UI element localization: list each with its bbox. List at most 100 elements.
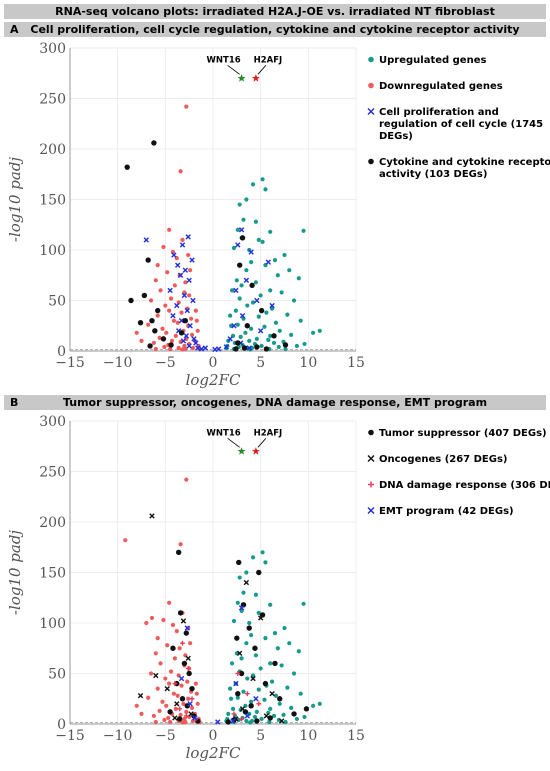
series-emt: [178, 605, 259, 725]
data-point: [139, 711, 144, 716]
data-point: [311, 330, 316, 335]
data-point: [250, 555, 256, 560]
data-point: [177, 706, 183, 712]
data-point: [262, 697, 267, 702]
y-axis-label: -log10 padj: [6, 157, 24, 243]
x-axis-label: log2FC: [186, 371, 241, 389]
data-point: [123, 538, 128, 543]
data-point: [269, 691, 275, 697]
series-blue: [143, 227, 275, 353]
data-point: [294, 343, 299, 349]
data-point: [244, 718, 249, 724]
data-point: [244, 197, 249, 202]
data-point: [189, 685, 195, 692]
data-point: [249, 699, 254, 704]
x-tick-label: −5: [155, 728, 176, 744]
data-point: [252, 645, 258, 651]
data-point: [263, 713, 270, 719]
data-point: [164, 330, 169, 335]
y-tick-label: 0: [57, 717, 66, 733]
data-point: [302, 341, 307, 347]
series-down: [134, 104, 202, 352]
data-point: [266, 337, 271, 342]
data-point: [279, 290, 284, 295]
data-point: [254, 297, 260, 304]
legend-marker: [368, 82, 374, 89]
data-point: [158, 288, 163, 293]
data-point: [189, 257, 195, 263]
data-point: [231, 618, 237, 624]
data-point: [180, 618, 187, 624]
data-point: [260, 239, 265, 245]
data-point: [134, 330, 139, 335]
data-point: [273, 320, 279, 325]
data-point: [231, 711, 237, 717]
data-point: [153, 719, 158, 725]
data-point: [194, 318, 199, 323]
data-point: [239, 312, 246, 319]
data-point: [153, 672, 159, 679]
data-point: [240, 602, 247, 608]
data-point: [173, 333, 178, 338]
data-point: [151, 340, 156, 346]
data-point: [157, 708, 162, 713]
data-point: [193, 681, 198, 686]
data-point: [278, 718, 285, 724]
data-point: [161, 617, 166, 623]
data-point: [176, 716, 183, 722]
data-point: [291, 711, 297, 717]
data-point: [187, 701, 193, 707]
data-point: [162, 717, 167, 723]
data-point: [253, 219, 258, 224]
data-point: [141, 292, 148, 299]
y-tick-label: 200: [39, 515, 66, 531]
data-point: [253, 653, 258, 658]
data-point: [194, 691, 199, 696]
data-point: [275, 273, 280, 278]
legend-marker: [368, 481, 374, 488]
data-point: [179, 683, 184, 688]
data-point: [188, 711, 194, 717]
x-axis-label: log2FC: [186, 744, 241, 762]
data-point: [265, 259, 271, 265]
data-point: [244, 713, 251, 719]
x-tick-label: 10: [299, 355, 317, 371]
data-point: [248, 720, 253, 725]
legend-label: Oncogenes (267 DEGs): [379, 454, 507, 465]
data-point: [176, 345, 181, 351]
data-point: [165, 643, 170, 648]
data-point: [273, 693, 279, 698]
data-point: [263, 636, 268, 641]
x-tick-label: −10: [103, 728, 133, 744]
data-point: [256, 610, 261, 615]
data-point: [167, 709, 173, 715]
data-point: [190, 345, 196, 351]
data-point: [317, 701, 322, 706]
data-point: [285, 312, 290, 317]
legend-marker: [368, 56, 374, 63]
data-point: [186, 277, 192, 283]
data-point: [259, 343, 264, 349]
legend-label: DNA damage response (306 DEGs): [379, 480, 550, 491]
legend-marker: [368, 429, 374, 436]
highlight-label: WNT16: [207, 428, 241, 438]
data-point: [144, 620, 149, 626]
data-point: [298, 691, 303, 696]
data-point: [151, 140, 157, 146]
x-tick-label: 0: [209, 728, 218, 744]
data-point: [166, 715, 171, 721]
data-point: [233, 346, 239, 352]
data-point: [181, 701, 186, 706]
data-point: [187, 293, 192, 298]
data-point: [175, 693, 180, 698]
data-point: [239, 283, 244, 288]
data-point: [235, 227, 240, 232]
data-point: [152, 328, 158, 334]
data-point: [245, 303, 250, 308]
data-point: [175, 549, 182, 555]
data-point: [244, 570, 249, 575]
data-point: [272, 631, 278, 636]
data-point: [294, 716, 299, 722]
legend-label: Tumor suppressor (407 DEGs): [379, 428, 547, 439]
y-tick-label: 100: [39, 616, 66, 632]
